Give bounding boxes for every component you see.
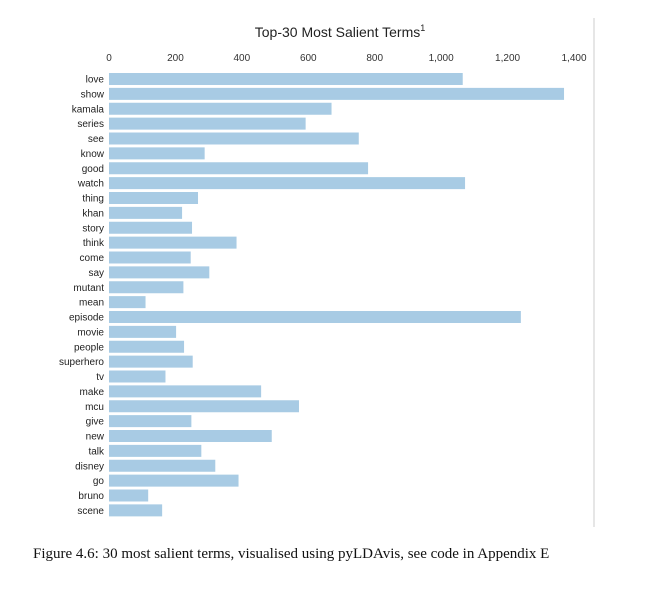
bar-make bbox=[109, 385, 262, 398]
bar-new bbox=[109, 430, 272, 442]
category-label-movie: movie bbox=[77, 327, 104, 338]
bar-disney bbox=[109, 459, 216, 472]
bar-go bbox=[109, 474, 239, 487]
category-label-know: know bbox=[81, 149, 105, 160]
bar-give bbox=[109, 415, 192, 428]
category-label-new: new bbox=[86, 432, 105, 443]
bar-movie bbox=[109, 325, 177, 338]
bar-say bbox=[109, 266, 210, 279]
chart-title-superscript: 1 bbox=[420, 23, 425, 33]
category-label-good: good bbox=[82, 164, 104, 175]
category-label-come: come bbox=[80, 253, 105, 264]
bar-love bbox=[109, 73, 463, 85]
chart-title: Top-30 Most Salient Terms1 bbox=[255, 23, 426, 40]
bar-mutant bbox=[109, 281, 184, 294]
bar-come bbox=[109, 251, 191, 264]
bar-episode bbox=[109, 311, 521, 323]
category-label-story: story bbox=[82, 223, 104, 234]
x-tick-label: 800 bbox=[366, 53, 383, 64]
category-label-make: make bbox=[80, 387, 105, 398]
x-tick-label: 1,400 bbox=[561, 53, 586, 64]
category-label-disney: disney bbox=[75, 461, 104, 472]
salient-terms-chart: Top-30 Most Salient Terms1 0 200 400 600 800… bbox=[59, 18, 595, 527]
category-label-mutant: mutant bbox=[73, 283, 104, 294]
category-label-give: give bbox=[86, 417, 105, 428]
category-label-go: go bbox=[93, 476, 105, 487]
bar-series bbox=[109, 117, 306, 130]
x-axis-ticks: 0 200 400 600 800 1,000 1,200 1,400 bbox=[106, 53, 587, 64]
category-label-show: show bbox=[81, 89, 105, 100]
bar-good bbox=[109, 162, 369, 175]
bar-scene bbox=[109, 504, 163, 517]
bar-kamala bbox=[109, 102, 332, 115]
category-label-love: love bbox=[86, 75, 105, 86]
bar-mcu bbox=[109, 400, 299, 413]
category-label-bruno: bruno bbox=[78, 491, 104, 502]
category-label-tv: tv bbox=[96, 372, 104, 383]
bar-thing bbox=[109, 192, 199, 204]
category-label-say: say bbox=[88, 268, 104, 279]
bar-show bbox=[109, 87, 565, 100]
category-label-thing: thing bbox=[82, 194, 104, 205]
x-tick-label: 1,200 bbox=[495, 53, 520, 64]
category-label-watch: watch bbox=[77, 179, 104, 190]
category-label-think: think bbox=[83, 238, 105, 249]
x-tick-label: 400 bbox=[234, 53, 251, 64]
bar-talk bbox=[109, 444, 202, 457]
figure-caption: Figure 4.6: 30 most salient terms, visua… bbox=[33, 546, 550, 562]
bar-story bbox=[109, 221, 193, 234]
category-label-superhero: superhero bbox=[59, 357, 104, 368]
x-tick-label: 600 bbox=[300, 53, 317, 64]
x-tick-label: 0 bbox=[106, 53, 112, 64]
category-label-khan: khan bbox=[82, 208, 104, 219]
category-label-talk: talk bbox=[88, 446, 105, 457]
bar-see bbox=[109, 132, 359, 145]
bar-superhero bbox=[109, 355, 193, 368]
bar-think bbox=[109, 236, 237, 249]
bar-people bbox=[109, 340, 185, 353]
category-label-kamala: kamala bbox=[72, 104, 105, 115]
bar-khan bbox=[109, 206, 183, 219]
chart-title-text: Top-30 Most Salient Terms bbox=[255, 24, 420, 40]
category-label-see: see bbox=[88, 134, 105, 145]
category-label-episode: episode bbox=[69, 313, 104, 324]
bar-mean bbox=[109, 296, 146, 309]
category-label-scene: scene bbox=[77, 506, 104, 517]
category-label-series: series bbox=[77, 119, 104, 130]
bar-tv bbox=[109, 370, 166, 383]
bar-watch bbox=[109, 177, 466, 190]
bar-bruno bbox=[109, 489, 149, 502]
category-label-mean: mean bbox=[79, 298, 104, 309]
x-tick-label: 200 bbox=[167, 53, 184, 64]
category-labels: love show kamala series see know good watch thin… bbox=[59, 75, 105, 517]
bars-group bbox=[109, 73, 565, 517]
bar-know bbox=[109, 147, 205, 160]
category-label-people: people bbox=[74, 342, 104, 353]
category-label-mcu: mcu bbox=[85, 402, 104, 413]
x-tick-label: 1,000 bbox=[429, 53, 454, 64]
